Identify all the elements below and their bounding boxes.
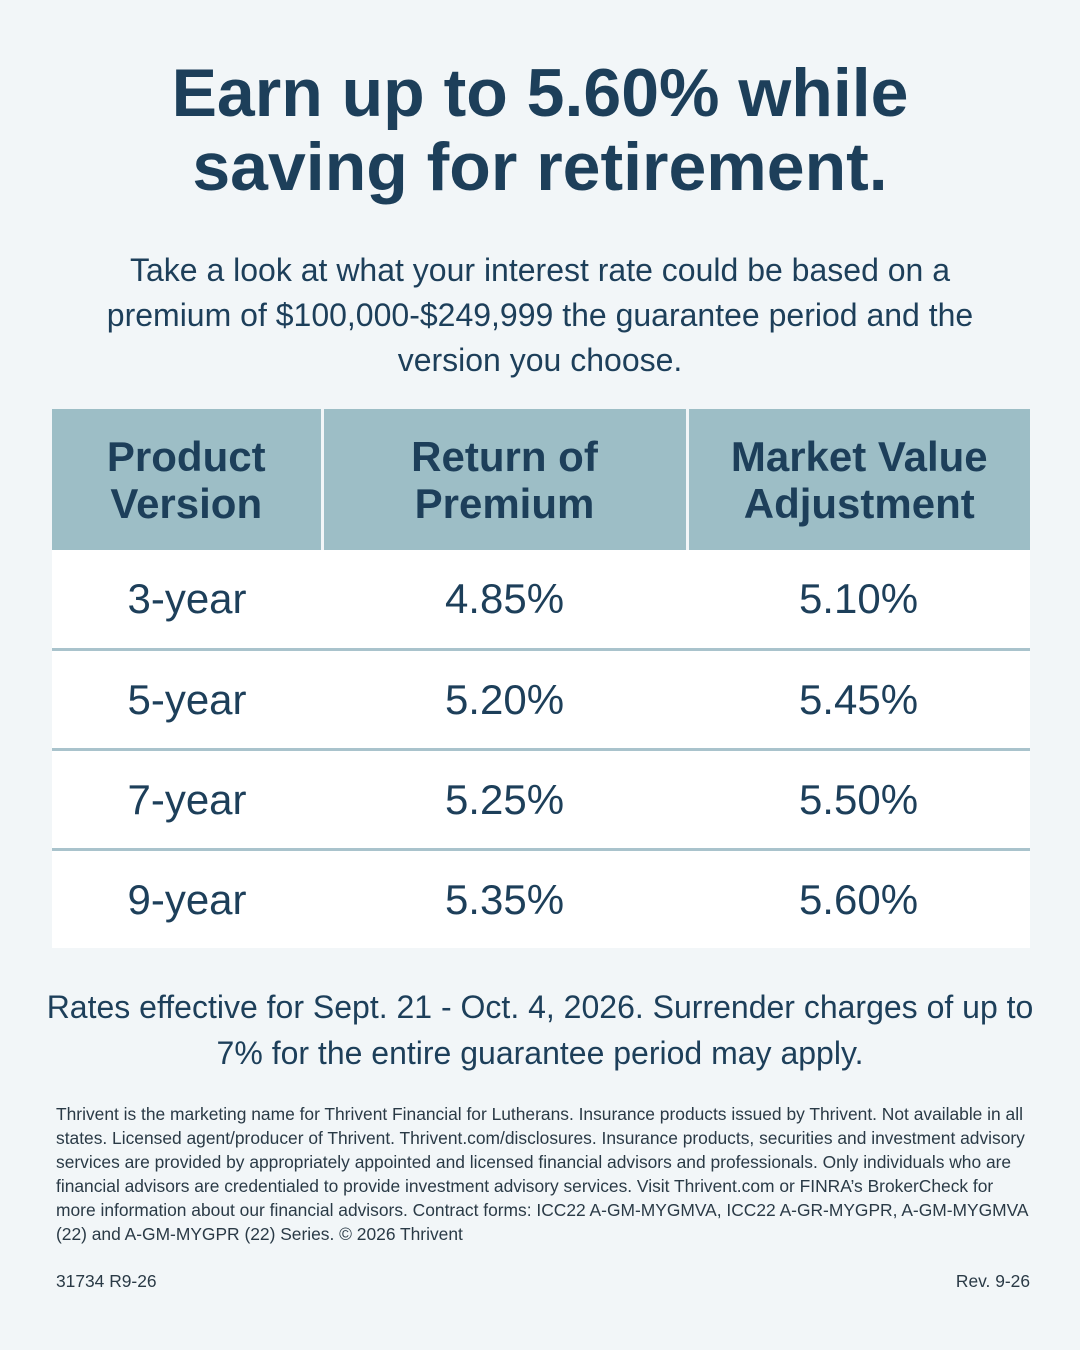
table-row: 7-year 5.25% 5.50% [52, 748, 1030, 850]
cell-version: 9-year [52, 848, 322, 948]
rates-table: Product Version Return of Premium Market… [52, 409, 1030, 948]
form-code: 31734 R9-26 [56, 1271, 157, 1291]
cell-return-of-premium: 5.25% [322, 748, 687, 850]
headline-line-2: saving for retirement. [192, 129, 888, 205]
header-market-value-adjustment-line-2: Adjustment [743, 479, 975, 527]
rates-effective-note: Rates effective for Sept. 21 - Oct. 4, 2… [46, 989, 1034, 1071]
headline: Earn up to 5.60% while saving for retire… [0, 56, 1080, 204]
cell-return-of-premium: 4.85% [322, 550, 687, 650]
table-row: 5-year 5.20% 5.45% [52, 648, 1030, 750]
headline-line-1: Earn up to 5.60% while [171, 55, 909, 131]
cell-market-value-adjustment: 5.45% [687, 648, 1030, 750]
cell-return-of-premium: 5.20% [322, 648, 687, 750]
intro-text: Take a look at what your interest rate c… [106, 252, 974, 378]
cell-return-of-premium: 5.35% [322, 848, 687, 948]
header-product-version: Product Version [52, 409, 322, 550]
cell-market-value-adjustment: 5.50% [687, 748, 1030, 850]
header-market-value-adjustment-line-1: Market Value [730, 432, 988, 480]
header-return-of-premium-line-1: Return of [411, 432, 598, 480]
table-row: 3-year 4.85% 5.10% [52, 550, 1030, 650]
header-market-value-adjustment: Market Value Adjustment [685, 409, 1030, 550]
header-return-of-premium-line-2: Premium [414, 479, 595, 527]
header-return-of-premium: Return of Premium [320, 409, 687, 550]
header-product-version-line-1: Product [106, 432, 266, 480]
cell-market-value-adjustment: 5.60% [687, 848, 1030, 948]
header-product-version-line-2: Version [110, 479, 263, 527]
table-row: 9-year 5.35% 5.60% [52, 848, 1030, 948]
cell-version: 7-year [52, 748, 322, 850]
legal-disclaimer: Thrivent is the marketing name for Thriv… [56, 1104, 1028, 1244]
cell-version: 3-year [52, 550, 322, 650]
cell-market-value-adjustment: 5.10% [687, 550, 1030, 650]
cell-version: 5-year [52, 648, 322, 750]
table-header-row: Product Version Return of Premium Market… [52, 409, 1030, 550]
revision-label: Rev. 9-26 [955, 1271, 1030, 1291]
